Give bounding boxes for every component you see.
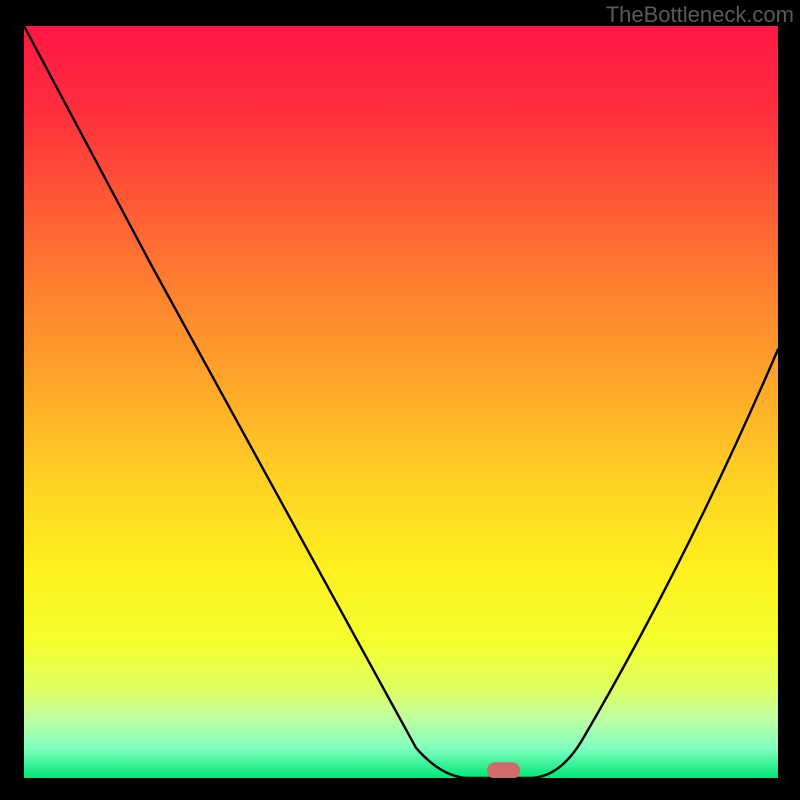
gradient-background (24, 26, 778, 778)
optimum-marker (487, 762, 520, 778)
outer-frame: TheBottleneck.com (0, 0, 800, 800)
bottleneck-chart (24, 26, 778, 778)
watermark-text: TheBottleneck.com (606, 2, 794, 28)
chart-svg (24, 26, 778, 778)
